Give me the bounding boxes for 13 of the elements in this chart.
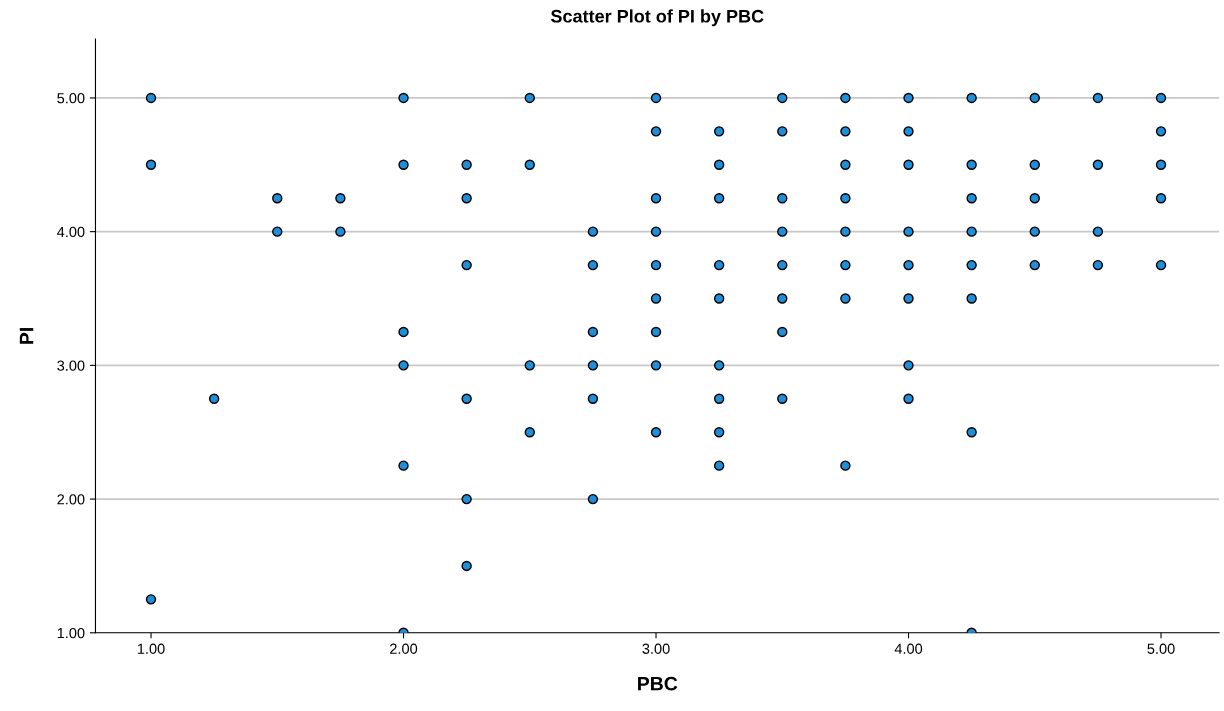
y-axis-title: PI bbox=[19, 328, 34, 344]
y-tick-label: 3.00 bbox=[57, 360, 85, 371]
y-tick-label: 2.00 bbox=[57, 494, 85, 505]
y-tick-label: 4.00 bbox=[57, 226, 85, 238]
x-tick-label: 5.00 bbox=[1147, 643, 1175, 654]
x-axis-title: PBC bbox=[638, 676, 678, 691]
chart-title: Scatter Plot of PI by PBC bbox=[550, 9, 764, 27]
x-tick-label: 4.00 bbox=[894, 643, 923, 654]
x-tick-label: 3.00 bbox=[642, 643, 670, 654]
x-tick-label: 2.00 bbox=[390, 643, 418, 654]
y-tick-label: 1.00 bbox=[57, 627, 85, 639]
y-tick-label: 5.00 bbox=[57, 93, 85, 104]
x-tick-label: 1.00 bbox=[137, 643, 165, 654]
